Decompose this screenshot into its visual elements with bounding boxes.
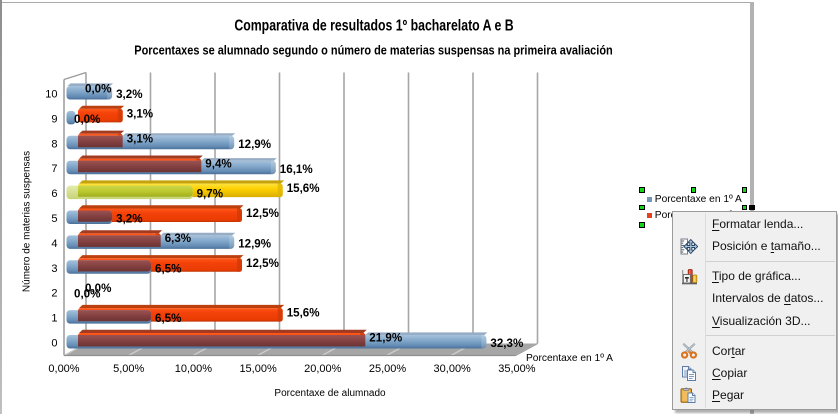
- svg-text:10,00%: 10,00%: [175, 363, 213, 375]
- svg-text:30,00%: 30,00%: [434, 363, 472, 375]
- svg-text:Comparativa de resultados 1º b: Comparativa de resultados 1º bacharelato…: [234, 16, 513, 34]
- svg-text:15,6%: 15,6%: [287, 307, 320, 320]
- svg-text:Porcentaxe de alumnado: Porcentaxe de alumnado: [274, 388, 386, 399]
- svg-text:12,5%: 12,5%: [246, 207, 279, 220]
- svg-text:3: 3: [51, 263, 57, 275]
- svg-text:3,1%: 3,1%: [127, 132, 153, 145]
- svg-text:Número de materias suspensas: Número de materias suspensas: [22, 151, 33, 292]
- svg-text:3,2%: 3,2%: [116, 88, 142, 101]
- svg-text:6,5%: 6,5%: [155, 262, 181, 275]
- svg-text:10: 10: [45, 89, 57, 101]
- svg-text:8: 8: [51, 138, 57, 150]
- svg-text:0,0%: 0,0%: [85, 83, 111, 96]
- svg-text:0,00%: 0,00%: [48, 363, 79, 375]
- svg-text:35,00%: 35,00%: [498, 363, 536, 375]
- svg-text:3,2%: 3,2%: [116, 213, 142, 226]
- svg-text:1: 1: [51, 313, 57, 325]
- svg-text:0,0%: 0,0%: [74, 113, 100, 126]
- svg-text:0,0%: 0,0%: [74, 287, 100, 300]
- svg-text:7: 7: [51, 163, 57, 175]
- svg-text:25,00%: 25,00%: [369, 363, 407, 375]
- svg-text:3,1%: 3,1%: [127, 108, 153, 121]
- svg-text:2: 2: [51, 288, 57, 300]
- svg-text:12,5%: 12,5%: [246, 257, 279, 270]
- svg-text:6: 6: [51, 188, 57, 200]
- svg-text:12,9%: 12,9%: [238, 138, 271, 151]
- svg-text:0,0%: 0,0%: [85, 282, 111, 295]
- svg-text:6,3%: 6,3%: [165, 232, 191, 245]
- svg-text:4: 4: [51, 238, 57, 250]
- svg-text:20,00%: 20,00%: [304, 363, 342, 375]
- svg-text:9,7%: 9,7%: [197, 188, 223, 201]
- svg-text:16,1%: 16,1%: [280, 163, 313, 176]
- svg-text:32,3%: 32,3%: [490, 337, 523, 350]
- svg-text:6,5%: 6,5%: [155, 312, 181, 325]
- svg-text:9,4%: 9,4%: [205, 157, 231, 170]
- svg-text:Porcentaxe en 1º A: Porcentaxe en 1º A: [526, 353, 613, 364]
- svg-text:0: 0: [51, 338, 57, 350]
- svg-text:12,9%: 12,9%: [238, 238, 271, 251]
- svg-text:Porcentaxes se alumnado segund: Porcentaxes se alumnado segundo o número…: [134, 42, 612, 57]
- svg-text:5,00%: 5,00%: [113, 363, 144, 375]
- svg-text:21,9%: 21,9%: [369, 332, 402, 345]
- svg-text:15,6%: 15,6%: [287, 182, 320, 195]
- svg-text:9: 9: [51, 113, 57, 125]
- svg-text:5: 5: [51, 213, 57, 225]
- svg-text:15,00%: 15,00%: [239, 363, 277, 375]
